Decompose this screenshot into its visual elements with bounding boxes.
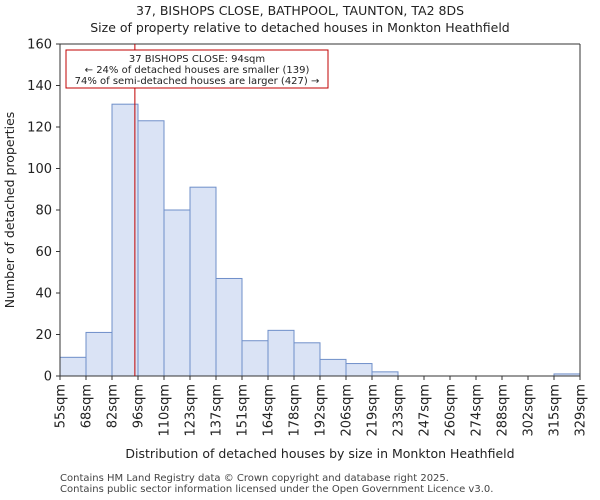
attribution-line-1: Contains HM Land Registry data © Crown c… [60,473,449,484]
y-tick-label-140: 140 [27,79,52,94]
y-tick-label-160: 160 [27,38,52,53]
histogram-bar-219sqm [371,371,399,377]
histogram-bar-55sqm [59,356,87,377]
attribution-line-2: Contains public sector information licen… [60,484,494,495]
annotation-line-1: 37 BISHOPS CLOSE: 94sqm [129,54,265,65]
y-tick-label-20: 20 [35,328,52,343]
x-axis-label: Distribution of detached houses by size … [125,446,514,461]
x-tick-label-219sqm: 219sqm [366,384,381,437]
x-tick-label-55sqm: 55sqm [54,384,69,428]
x-tick-label-274sqm: 274sqm [470,384,485,437]
x-tick-label-68sqm: 68sqm [80,384,95,428]
chart-title: 37, BISHOPS CLOSE, BATHPOOL, TAUNTON, TA… [135,3,465,18]
y-tick-label-40: 40 [35,287,52,302]
histogram-bar-82sqm [111,103,139,377]
x-tick-label-233sqm: 233sqm [392,384,407,437]
x-tick-label-151sqm: 151sqm [236,384,251,437]
y-tick-label-100: 100 [27,162,52,177]
histogram-bar-178sqm [293,342,321,377]
y-tick-label-80: 80 [35,204,52,219]
x-tick-label-329sqm: 329sqm [574,384,589,437]
x-tick-label-206sqm: 206sqm [340,384,355,437]
annotation-box: 37 BISHOPS CLOSE: 94sqm ← 24% of detache… [65,49,329,89]
x-tick-label-260sqm: 260sqm [444,384,459,437]
x-tick-label-137sqm: 137sqm [210,384,225,437]
histogram-bar-206sqm [345,363,373,377]
y-tick-label-0: 0 [44,370,52,385]
annotation-line-3: 74% of semi-detached houses are larger (… [75,76,320,87]
histogram-bar-137sqm [215,277,243,377]
x-tick-label-302sqm: 302sqm [522,384,537,437]
x-tick-label-192sqm: 192sqm [314,384,329,437]
x-tick-label-315sqm: 315sqm [548,384,563,437]
x-tick-label-123sqm: 123sqm [184,384,199,437]
chart-subtitle: Size of property relative to detached ho… [90,20,510,35]
x-tick-label-110sqm: 110sqm [158,384,173,437]
x-tick-label-164sqm: 164sqm [262,384,277,437]
histogram-chart: 55sqm 68sqm 82sqm 96sqm 110sqm 123sqm 137sqm 15… [2,38,589,462]
histogram-bar-164sqm [267,329,295,377]
x-tick-label-288sqm: 288sqm [496,384,511,437]
x-tick-label-96sqm: 96sqm [132,384,147,428]
histogram-bar-96sqm [137,120,165,377]
y-tick-label-60: 60 [35,245,52,260]
histogram-bar-123sqm [189,186,217,377]
histogram-bar-192sqm [319,358,347,377]
x-tick-label-247sqm: 247sqm [418,384,433,437]
y-axis-label: Number of detached properties [2,112,17,309]
y-tick-label-120: 120 [27,121,52,136]
x-tick-label-178sqm: 178sqm [288,384,303,437]
histogram-bar-68sqm [85,331,113,377]
histogram-bar-151sqm [241,340,269,377]
x-tick-label-82sqm: 82sqm [106,384,121,428]
annotation-line-2: ← 24% of detached houses are smaller (13… [85,65,310,76]
histogram-bar-110sqm [163,209,191,377]
